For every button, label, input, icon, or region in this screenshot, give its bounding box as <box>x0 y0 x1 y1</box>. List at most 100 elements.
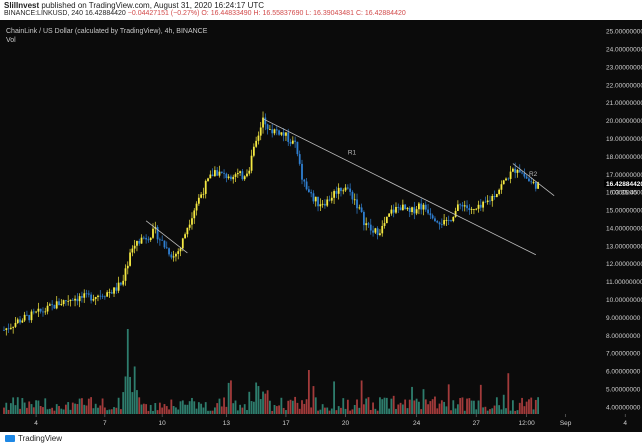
candle-body <box>397 206 400 208</box>
candle-body <box>55 301 58 309</box>
volume-bar <box>473 400 475 414</box>
volume-bar <box>518 402 521 414</box>
candle-body <box>367 223 370 225</box>
candle-body <box>326 199 329 206</box>
volume-bar <box>37 400 40 414</box>
candle-body <box>418 203 420 210</box>
volume-bar <box>399 402 402 414</box>
volume-bar <box>328 410 331 414</box>
volume-bar <box>115 407 118 414</box>
candle-body <box>115 287 118 291</box>
volume-bar <box>463 410 466 414</box>
volume-bar <box>314 397 317 414</box>
volume-bar <box>67 402 70 414</box>
candle-body <box>243 176 246 180</box>
candle-body <box>314 196 317 202</box>
candle-body <box>44 311 47 313</box>
candle-body <box>197 197 200 204</box>
volume-bar <box>280 397 283 414</box>
volume-bar <box>365 398 368 414</box>
x-tick-label: 4 <box>623 420 627 427</box>
candle-body <box>110 292 113 294</box>
trendline[interactable] <box>262 118 536 256</box>
volume-bar <box>23 402 26 414</box>
volume-bar <box>344 408 347 414</box>
volume-bar <box>19 408 21 414</box>
candle-body <box>168 248 170 255</box>
volume-bar <box>390 398 393 414</box>
volume-bar <box>60 408 63 414</box>
volume-bar <box>3 407 5 414</box>
volume-bar <box>154 403 157 414</box>
candle-body <box>211 174 214 177</box>
candle-body <box>424 204 427 210</box>
candle-body <box>213 170 216 177</box>
volume-bar <box>422 389 425 414</box>
candle-body <box>94 296 97 300</box>
chart-area[interactable]: R1 R2 4.00000000 5.00000000 6.00000000 7.000… <box>0 20 642 432</box>
volume-bar <box>218 398 221 414</box>
candle-body <box>404 204 407 210</box>
candle-body <box>60 304 63 306</box>
volume-bar <box>319 409 322 414</box>
x-tick-label: 20 <box>342 420 350 427</box>
trendline[interactable] <box>145 220 188 254</box>
candle-body <box>12 326 15 328</box>
volume-bar <box>507 373 510 414</box>
candle-body <box>447 220 450 221</box>
volume-bar <box>413 400 416 414</box>
volume-bar <box>273 404 276 414</box>
y-tick-label: 6.00000000 <box>606 369 641 376</box>
candle-body <box>534 182 537 189</box>
volume-bar <box>204 402 207 414</box>
trendline[interactable] <box>512 163 555 197</box>
volume-bar <box>395 408 397 414</box>
publish-info: published on TradingView.com, August 31,… <box>39 1 265 10</box>
candle-body <box>381 225 384 234</box>
candle-body <box>477 204 480 209</box>
volume-bar <box>220 406 223 414</box>
author-name[interactable]: SlilInvest <box>4 1 40 10</box>
candle-body <box>365 223 368 226</box>
candle-body <box>147 239 150 241</box>
candle-body <box>353 199 356 201</box>
candle-body <box>537 182 540 189</box>
candle-body <box>87 293 90 295</box>
volume-bar <box>122 392 125 414</box>
chart-title: ChainLink / US Dollar (calculated by Tra… <box>6 28 208 35</box>
volume-bar <box>353 404 356 414</box>
y-tick-label: 21.00000000 <box>606 100 642 107</box>
volume-bar <box>282 407 285 414</box>
volume-bar <box>30 404 33 414</box>
volume-bar <box>35 400 37 414</box>
volume-bar <box>133 366 136 414</box>
candle-body <box>257 135 260 141</box>
volume-bar <box>305 399 308 414</box>
candle-body <box>438 222 441 225</box>
volume-bar <box>236 410 239 414</box>
volume-bar <box>346 399 349 414</box>
countdown-label: 03:35:45 <box>612 189 638 196</box>
volume-bar <box>269 400 271 414</box>
candle-body <box>16 319 19 323</box>
candle-body <box>30 311 33 321</box>
volume-bar <box>372 402 374 414</box>
volume-bar <box>259 399 262 414</box>
price-change: −0.04427151 (−0.27%) <box>127 10 200 17</box>
candle-body <box>344 187 347 191</box>
volume-bar <box>83 404 86 414</box>
candle-body <box>434 218 436 222</box>
candle-body <box>5 328 8 331</box>
candle-body <box>296 141 299 155</box>
tradingview-logo[interactable]: TradingView <box>5 434 62 443</box>
candle-body <box>136 240 138 246</box>
volume-bar <box>200 403 203 414</box>
candle-body <box>117 282 120 291</box>
volume-bar <box>21 398 24 414</box>
volume-bar <box>454 408 457 414</box>
candle-body <box>124 268 127 281</box>
volume-bar <box>177 409 180 414</box>
candle-body <box>307 189 310 193</box>
volume-bar <box>53 410 56 414</box>
volume-bar <box>456 404 459 414</box>
